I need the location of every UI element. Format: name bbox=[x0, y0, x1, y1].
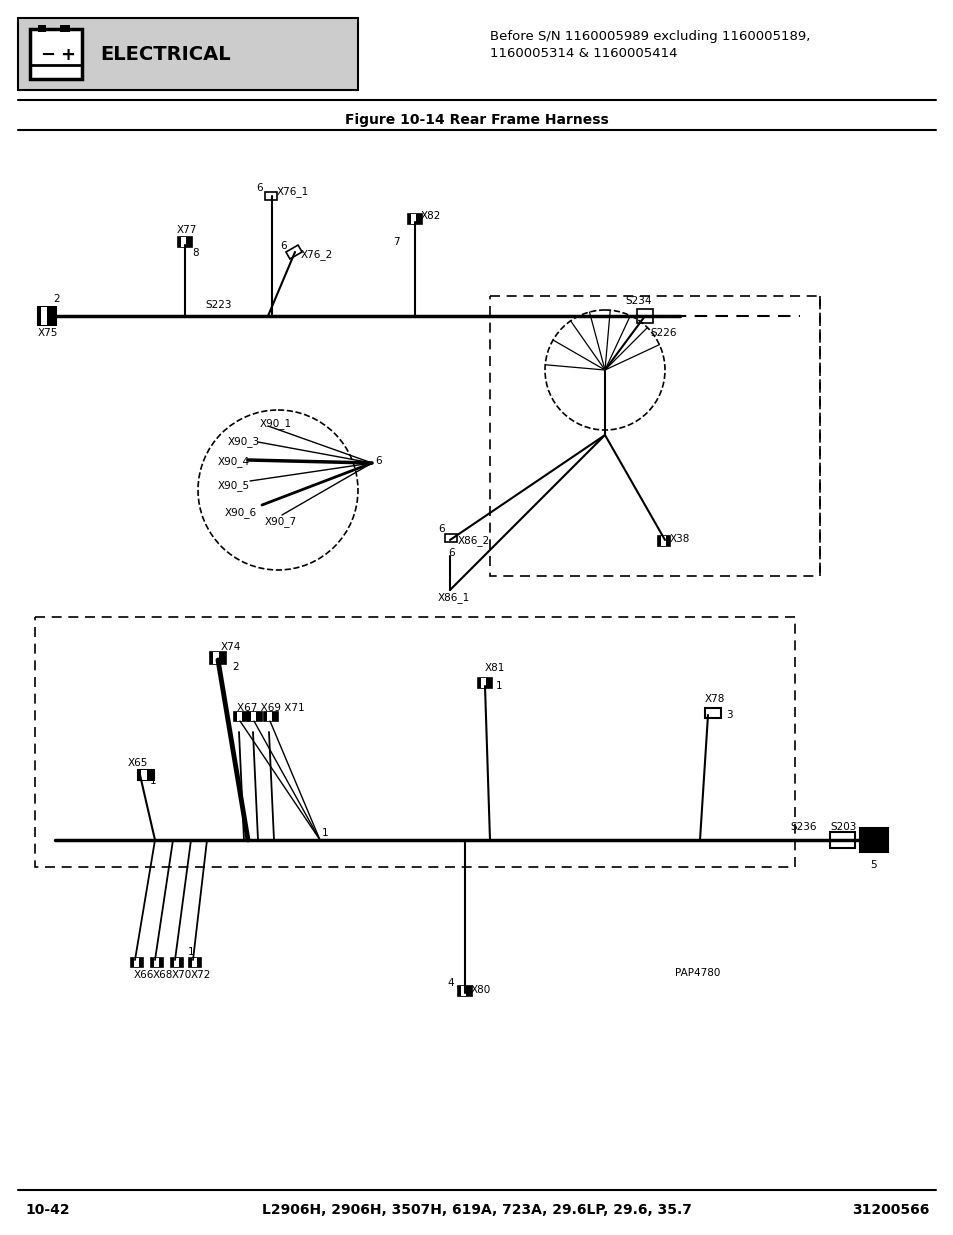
Bar bbox=[153, 958, 159, 967]
Text: 6: 6 bbox=[375, 456, 381, 466]
Text: X90_3: X90_3 bbox=[228, 436, 260, 447]
Text: 1160005314 & 1160005414: 1160005314 & 1160005414 bbox=[490, 47, 677, 61]
Text: X82: X82 bbox=[420, 211, 441, 221]
Bar bbox=[35, 618, 794, 867]
Text: X77: X77 bbox=[177, 225, 197, 235]
Text: X65: X65 bbox=[128, 758, 149, 768]
Bar bbox=[30, 28, 82, 79]
Bar bbox=[192, 958, 196, 967]
Text: X78: X78 bbox=[704, 694, 724, 704]
Text: 4: 4 bbox=[447, 978, 453, 988]
Text: S236: S236 bbox=[789, 823, 816, 832]
Text: 6: 6 bbox=[448, 548, 455, 558]
Text: 31200566: 31200566 bbox=[852, 1203, 929, 1216]
Text: X70: X70 bbox=[172, 969, 193, 981]
Bar bbox=[131, 958, 143, 967]
Text: 6: 6 bbox=[280, 241, 286, 251]
Text: X74: X74 bbox=[221, 642, 241, 652]
Bar bbox=[60, 25, 70, 32]
Text: 10-42: 10-42 bbox=[25, 1203, 70, 1216]
Bar bbox=[189, 958, 201, 967]
Bar bbox=[181, 237, 186, 247]
Bar bbox=[704, 708, 720, 718]
Bar bbox=[151, 958, 163, 967]
Text: 8: 8 bbox=[192, 248, 198, 258]
Text: 3: 3 bbox=[725, 710, 732, 720]
Text: Before S/N 1160005989 excluding 1160005189,: Before S/N 1160005989 excluding 11600051… bbox=[490, 30, 809, 43]
Text: X90_1: X90_1 bbox=[260, 417, 292, 429]
Bar bbox=[408, 214, 421, 224]
Bar bbox=[171, 958, 183, 967]
Text: S203: S203 bbox=[829, 823, 856, 832]
Text: PAP4780: PAP4780 bbox=[675, 968, 720, 978]
Bar bbox=[658, 536, 669, 546]
Bar bbox=[133, 958, 139, 967]
Text: 1: 1 bbox=[150, 776, 156, 785]
Text: S223: S223 bbox=[205, 300, 232, 310]
Bar bbox=[286, 245, 302, 259]
Text: X38: X38 bbox=[669, 534, 690, 543]
Bar bbox=[251, 713, 255, 721]
Bar bbox=[267, 713, 272, 721]
Text: X67 X69 X71: X67 X69 X71 bbox=[236, 703, 304, 713]
Text: ELECTRICAL: ELECTRICAL bbox=[100, 44, 231, 63]
Bar bbox=[859, 827, 887, 852]
Bar bbox=[660, 536, 665, 546]
Bar bbox=[18, 19, 357, 90]
Text: 1: 1 bbox=[322, 827, 328, 839]
Text: X90_7: X90_7 bbox=[265, 516, 296, 527]
Text: 7: 7 bbox=[393, 237, 399, 247]
Bar bbox=[210, 652, 226, 664]
Text: X72: X72 bbox=[191, 969, 212, 981]
Bar bbox=[480, 678, 485, 688]
Text: Figure 10-14 Rear Frame Harness: Figure 10-14 Rear Frame Harness bbox=[345, 112, 608, 127]
Text: X76_2: X76_2 bbox=[301, 249, 333, 259]
Text: X75: X75 bbox=[38, 329, 58, 338]
Text: L2906H, 2906H, 3507H, 619A, 723A, 29.6LP, 29.6, 35.7: L2906H, 2906H, 3507H, 619A, 723A, 29.6LP… bbox=[262, 1203, 691, 1216]
Bar bbox=[38, 308, 56, 325]
Bar bbox=[829, 832, 854, 848]
Text: S234: S234 bbox=[624, 296, 651, 306]
Text: X76_1: X76_1 bbox=[276, 186, 309, 196]
Bar bbox=[264, 713, 277, 721]
Text: 1: 1 bbox=[188, 947, 194, 957]
Bar bbox=[236, 713, 242, 721]
Text: X86_1: X86_1 bbox=[437, 592, 470, 603]
Bar bbox=[41, 308, 47, 325]
Bar bbox=[411, 214, 416, 224]
Text: X90_4: X90_4 bbox=[218, 456, 250, 467]
Bar bbox=[138, 769, 153, 781]
Bar bbox=[490, 296, 820, 576]
Text: X80: X80 bbox=[471, 986, 491, 995]
Text: S226: S226 bbox=[649, 329, 676, 338]
Text: X81: X81 bbox=[484, 663, 505, 673]
Text: X68: X68 bbox=[152, 969, 173, 981]
Text: X86_2: X86_2 bbox=[457, 535, 490, 546]
Text: 2: 2 bbox=[53, 294, 59, 304]
Bar bbox=[38, 25, 46, 32]
Bar bbox=[457, 986, 472, 995]
Text: 1: 1 bbox=[496, 680, 502, 692]
Text: 5: 5 bbox=[869, 860, 876, 869]
Bar bbox=[141, 769, 147, 781]
Text: 2: 2 bbox=[232, 662, 238, 672]
Bar bbox=[637, 309, 652, 324]
Text: 6: 6 bbox=[437, 524, 444, 534]
Text: −: − bbox=[40, 46, 55, 64]
Text: +: + bbox=[60, 46, 75, 64]
Bar bbox=[477, 678, 492, 688]
Text: X90_5: X90_5 bbox=[218, 480, 250, 490]
Bar bbox=[460, 986, 465, 995]
Text: X90_6: X90_6 bbox=[225, 508, 257, 517]
Bar bbox=[178, 237, 192, 247]
Text: 6: 6 bbox=[255, 183, 262, 193]
Bar bbox=[213, 652, 219, 664]
Bar bbox=[173, 958, 179, 967]
Bar bbox=[444, 534, 456, 542]
Bar bbox=[233, 713, 248, 721]
Bar bbox=[265, 191, 276, 200]
Text: X66: X66 bbox=[133, 969, 154, 981]
Bar bbox=[248, 713, 262, 721]
